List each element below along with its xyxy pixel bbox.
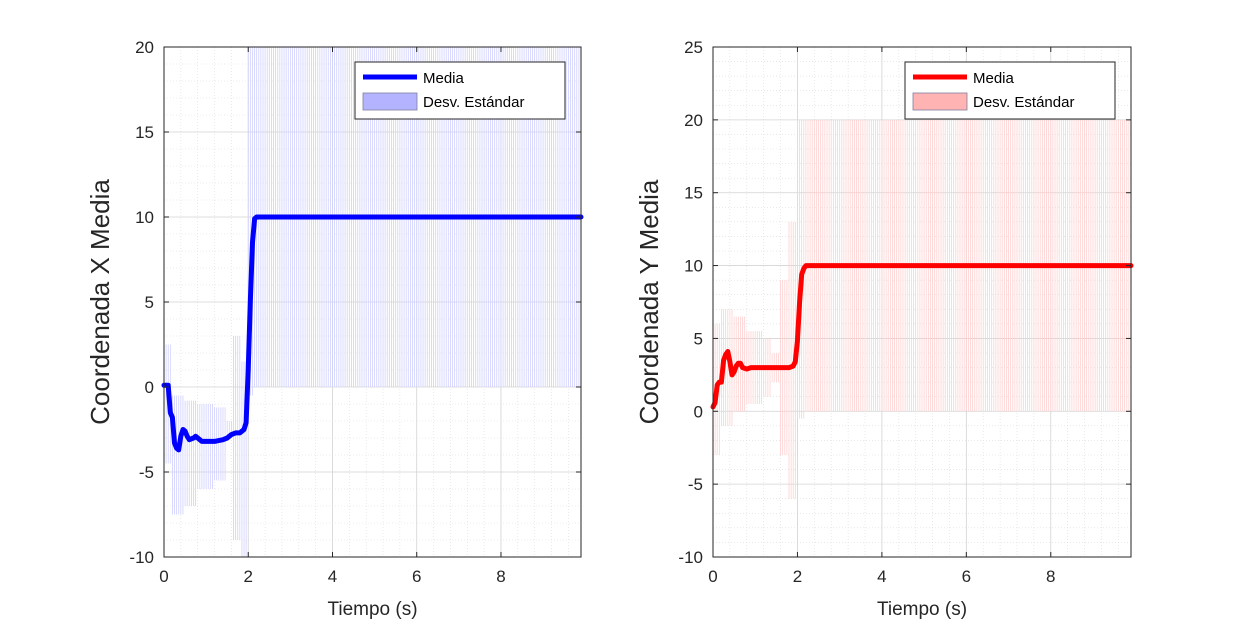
mean-line xyxy=(710,263,1134,410)
legend: Media Desv. Estándar xyxy=(904,61,1116,120)
x-tick-label: 6 xyxy=(412,567,421,586)
y-tick-label: 15 xyxy=(684,184,703,203)
legend-band-swatch xyxy=(362,92,418,111)
x-tick-label: 4 xyxy=(328,567,337,586)
y-tick-label: 20 xyxy=(684,111,703,130)
y-tick-label: 5 xyxy=(145,293,154,312)
x-tick-label: 0 xyxy=(159,567,168,586)
y-tick-label: -5 xyxy=(139,463,154,482)
chart-panel-y: 0 2 4 6 8 -10 -5 0 5 10 15 20 25 Tiempo (s) Coordenada… xyxy=(634,38,1134,620)
legend-band-swatch xyxy=(912,92,968,111)
y-axis-label: Coordenada Y Media xyxy=(634,179,664,424)
legend-label-mean: Media xyxy=(973,70,1015,87)
x-axis-label: Tiempo (s) xyxy=(327,599,417,620)
mean-line xyxy=(161,214,584,453)
y-tick-label: 15 xyxy=(135,123,154,142)
x-tick-label: 8 xyxy=(496,567,505,586)
y-tick-label: 5 xyxy=(694,329,703,348)
y-tick-label: 10 xyxy=(135,208,154,227)
x-tick-label: 2 xyxy=(244,567,253,586)
y-tick-label: -10 xyxy=(678,548,703,567)
y-tick-label: 0 xyxy=(694,402,703,421)
y-axis-label: Coordenada X Media xyxy=(85,179,115,425)
y-tick-label: 0 xyxy=(145,378,154,397)
y-tick-label: -5 xyxy=(688,475,703,494)
chart-panel-x: 0 2 4 6 8 -10 -5 0 5 10 15 20 Tiempo (s) Coordenada X… xyxy=(85,38,584,620)
legend-label-std: Desv. Estándar xyxy=(423,94,524,111)
x-tick-label: 6 xyxy=(962,567,971,586)
legend-label-mean: Media xyxy=(423,70,465,87)
legend: Media Desv. Estándar xyxy=(354,61,566,120)
axes-box xyxy=(712,46,1132,558)
y-tick-label: 25 xyxy=(684,38,703,57)
x-tick-label: 0 xyxy=(708,567,717,586)
legend-label-std: Desv. Estándar xyxy=(973,94,1074,111)
y-tick-label: -10 xyxy=(129,548,154,567)
x-tick-label: 4 xyxy=(877,567,886,586)
y-tick-label: 10 xyxy=(684,257,703,276)
x-tick-label: 2 xyxy=(793,567,802,586)
x-axis-label: Tiempo (s) xyxy=(877,599,967,620)
x-tick-label: 8 xyxy=(1046,567,1055,586)
y-tick-label: 20 xyxy=(135,38,154,57)
